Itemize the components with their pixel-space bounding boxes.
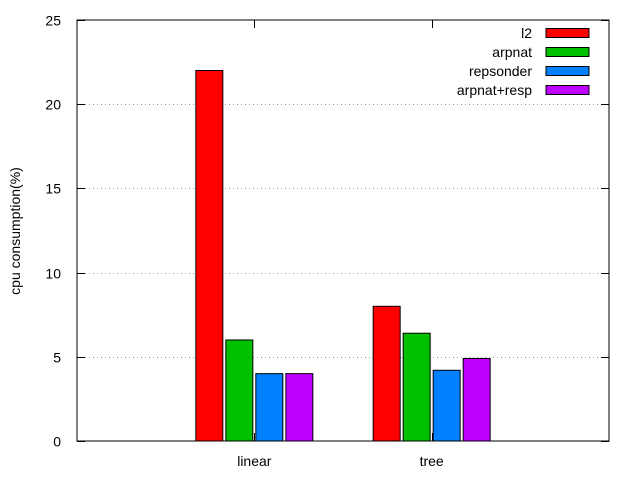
legend-swatch xyxy=(545,28,590,38)
bar-linear-arpnat+resp xyxy=(285,373,314,442)
gridlines xyxy=(77,104,609,358)
legend-swatch xyxy=(545,66,590,76)
y-tick-label: 15 xyxy=(45,181,61,197)
legend-swatch xyxy=(545,47,590,57)
bar-tree-l2 xyxy=(372,305,401,442)
legend-label: l2 xyxy=(521,25,532,41)
bar-linear-arpnat xyxy=(225,339,254,442)
x-tick-label: tree xyxy=(420,453,444,469)
x-tick-label: linear xyxy=(237,453,272,469)
legend-label: arpnat xyxy=(492,44,532,60)
y-axis: 0 5 10 15 20 25 xyxy=(45,13,609,450)
legend-label: arpnat+resp xyxy=(457,82,532,98)
y-tick-label: 10 xyxy=(45,266,61,282)
bar-tree-arpnat+resp xyxy=(462,357,491,442)
y-tick-label: 25 xyxy=(45,13,61,29)
legend: l2 arpnat repsonder arpnat+resp xyxy=(457,25,590,98)
bar-tree-repsonder xyxy=(432,369,461,442)
y-axis-title: cpu consumption(%) xyxy=(7,167,23,295)
bars xyxy=(195,70,491,442)
y-tick-label: 5 xyxy=(53,350,61,366)
y-tick-label: 20 xyxy=(45,97,61,113)
plot-frame xyxy=(76,19,610,442)
bar-linear-l2 xyxy=(195,70,224,442)
legend-label: repsonder xyxy=(469,63,532,79)
y-tick-label: 0 xyxy=(53,434,61,450)
bar-tree-arpnat xyxy=(402,332,431,442)
x-axis: linear tree xyxy=(237,20,444,469)
legend-swatch xyxy=(545,85,590,95)
bar-linear-repsonder xyxy=(255,373,284,442)
